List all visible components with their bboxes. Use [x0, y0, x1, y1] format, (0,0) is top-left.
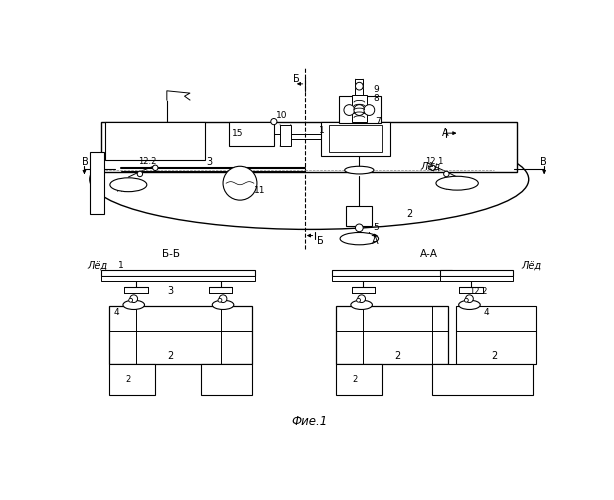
- Bar: [346, 206, 373, 226]
- Bar: [109, 306, 252, 364]
- Circle shape: [153, 165, 158, 170]
- Circle shape: [430, 165, 435, 170]
- Text: Лёд: Лёд: [420, 162, 440, 172]
- Circle shape: [364, 104, 375, 116]
- Text: Лёд: Лёд: [88, 260, 107, 270]
- Ellipse shape: [212, 300, 234, 310]
- Ellipse shape: [436, 176, 478, 190]
- Bar: [101, 270, 255, 276]
- Text: Лёд: Лёд: [521, 260, 541, 270]
- Circle shape: [357, 298, 360, 302]
- Bar: [432, 364, 532, 395]
- Text: 3: 3: [206, 156, 212, 166]
- Text: Б: Б: [293, 74, 300, 84]
- Text: А: А: [442, 128, 449, 138]
- Bar: [332, 276, 452, 281]
- Bar: [229, 122, 274, 146]
- Circle shape: [444, 172, 449, 176]
- Circle shape: [137, 172, 142, 176]
- Circle shape: [344, 104, 355, 116]
- Text: 3: 3: [168, 286, 174, 296]
- Text: 2: 2: [395, 352, 401, 362]
- Bar: [352, 94, 367, 122]
- Text: А-А: А-А: [419, 249, 438, 259]
- Circle shape: [464, 298, 468, 302]
- Circle shape: [130, 295, 138, 302]
- Bar: [101, 122, 517, 172]
- Circle shape: [271, 118, 277, 124]
- Ellipse shape: [459, 300, 480, 310]
- Ellipse shape: [90, 130, 529, 230]
- Bar: [321, 122, 390, 156]
- Text: 2: 2: [168, 352, 174, 362]
- Text: Б: Б: [317, 236, 324, 246]
- Text: 1: 1: [118, 261, 123, 270]
- Bar: [90, 152, 104, 214]
- Bar: [332, 270, 452, 276]
- Text: 9: 9: [373, 85, 379, 94]
- Text: 12.2: 12.2: [138, 157, 157, 166]
- Ellipse shape: [123, 300, 144, 310]
- Bar: [356, 88, 363, 94]
- Text: 4: 4: [114, 308, 120, 317]
- Text: 5: 5: [373, 222, 379, 232]
- Text: 2: 2: [491, 352, 497, 362]
- Ellipse shape: [110, 178, 147, 192]
- Bar: [338, 96, 381, 123]
- Text: Фие.1: Фие.1: [291, 416, 327, 428]
- Text: 2: 2: [406, 209, 413, 219]
- Bar: [336, 306, 448, 364]
- Circle shape: [354, 104, 365, 116]
- Text: 2: 2: [353, 375, 358, 384]
- Bar: [440, 276, 513, 281]
- Bar: [328, 126, 383, 152]
- Ellipse shape: [340, 232, 379, 245]
- Polygon shape: [167, 91, 190, 100]
- Bar: [336, 364, 383, 395]
- Text: В: В: [82, 156, 89, 166]
- Text: В: В: [540, 156, 547, 166]
- Text: 15: 15: [232, 130, 244, 138]
- Bar: [105, 122, 205, 160]
- Text: 8: 8: [373, 94, 379, 103]
- Text: 11: 11: [254, 186, 265, 196]
- Circle shape: [356, 82, 363, 90]
- Circle shape: [219, 295, 227, 302]
- Text: Б-Б: Б-Б: [161, 249, 180, 259]
- Circle shape: [356, 224, 363, 232]
- Text: А: А: [371, 236, 378, 246]
- Bar: [456, 306, 537, 364]
- Ellipse shape: [351, 300, 373, 310]
- Bar: [101, 276, 255, 281]
- Circle shape: [218, 298, 222, 302]
- Bar: [201, 364, 252, 395]
- Text: 10: 10: [276, 111, 287, 120]
- Text: 4: 4: [484, 308, 489, 317]
- Circle shape: [129, 298, 133, 302]
- Text: 12.2: 12.2: [470, 286, 488, 296]
- Text: 2: 2: [126, 375, 131, 384]
- Bar: [356, 79, 363, 87]
- Bar: [440, 270, 513, 276]
- Ellipse shape: [344, 166, 374, 174]
- Circle shape: [223, 166, 257, 200]
- Text: 7: 7: [375, 117, 381, 126]
- Text: 1: 1: [319, 126, 324, 136]
- Circle shape: [358, 295, 365, 302]
- Text: 12.1: 12.1: [425, 157, 443, 166]
- Circle shape: [465, 295, 473, 302]
- Bar: [280, 124, 291, 146]
- Bar: [109, 364, 155, 395]
